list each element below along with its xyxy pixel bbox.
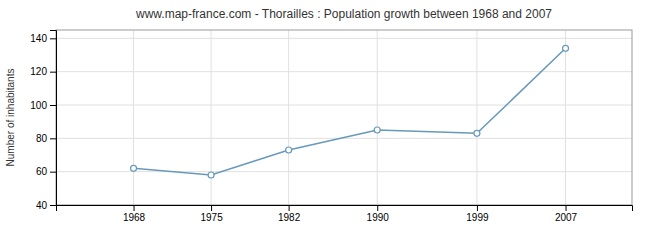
grid-line — [565, 30, 566, 205]
tick-label: 1975 — [200, 212, 223, 223]
grid-line — [211, 30, 212, 205]
tick: 1990 — [367, 205, 390, 223]
grid-line — [133, 30, 134, 205]
tick-label: 2007 — [555, 212, 578, 223]
tick: 100 — [30, 100, 56, 111]
marker — [208, 172, 214, 178]
tick: 40 — [36, 200, 56, 211]
tick-mark — [50, 105, 56, 106]
tick-label: 1999 — [466, 212, 489, 223]
tick-label: 1968 — [123, 212, 146, 223]
title: www.map-france.com - Thorailles : Popula… — [135, 7, 552, 21]
axis-line — [50, 31, 57, 206]
tick-mark — [50, 138, 56, 139]
tick: 80 — [36, 133, 56, 144]
grid-line — [56, 105, 632, 106]
tick: 1999 — [466, 205, 489, 223]
tick-mark — [50, 72, 56, 73]
chart: 1968 1975 1982 1990 1999 2007 40 60 80 100 120 140 w… — [0, 0, 650, 229]
grid-line — [56, 171, 632, 172]
grid-line — [56, 71, 632, 72]
tick-label: 1990 — [367, 212, 390, 223]
grid — [56, 30, 632, 205]
marker — [131, 165, 137, 171]
tick-mark — [134, 205, 135, 211]
tick-mark — [50, 172, 56, 173]
tick: 140 — [30, 33, 56, 44]
axis-line — [57, 206, 633, 212]
tick-label: 80 — [36, 133, 48, 144]
tick-label: 140 — [30, 33, 47, 44]
grid-line — [56, 38, 632, 39]
tick: 2007 — [555, 205, 578, 223]
grid-line — [377, 30, 378, 205]
tick-mark — [211, 205, 212, 211]
tick-label: 1982 — [278, 212, 301, 223]
tick-mark — [50, 38, 56, 39]
tick-mark — [289, 205, 290, 211]
y-axis-title: Number of inhabitants — [5, 69, 16, 167]
tick: 1982 — [278, 205, 301, 223]
tick-label: 100 — [30, 100, 47, 111]
plot: 1968 1975 1982 1990 1999 2007 40 60 80 100 120 140 — [30, 30, 632, 223]
tick: 120 — [30, 66, 56, 77]
marker — [563, 45, 569, 51]
grid-line — [288, 30, 289, 205]
y-axis: 40 60 80 100 120 140 — [30, 31, 56, 211]
grid-line — [476, 30, 477, 205]
tick-label: 60 — [36, 166, 48, 177]
tick-mark — [50, 205, 56, 206]
line — [134, 48, 566, 175]
series — [131, 45, 569, 178]
tick-mark — [377, 205, 378, 211]
tick-mark — [477, 205, 478, 211]
tick: 60 — [36, 166, 56, 177]
marker — [474, 130, 480, 136]
marker — [286, 147, 292, 153]
tick: 1975 — [200, 205, 223, 223]
plot-frame — [56, 30, 632, 205]
marker — [374, 127, 380, 133]
tick-label: 120 — [30, 66, 47, 77]
tick-label: 40 — [36, 200, 48, 211]
tick: 1968 — [123, 205, 146, 223]
tick-mark — [566, 205, 567, 211]
x-axis: 1968 1975 1982 1990 1999 2007 — [57, 205, 633, 223]
